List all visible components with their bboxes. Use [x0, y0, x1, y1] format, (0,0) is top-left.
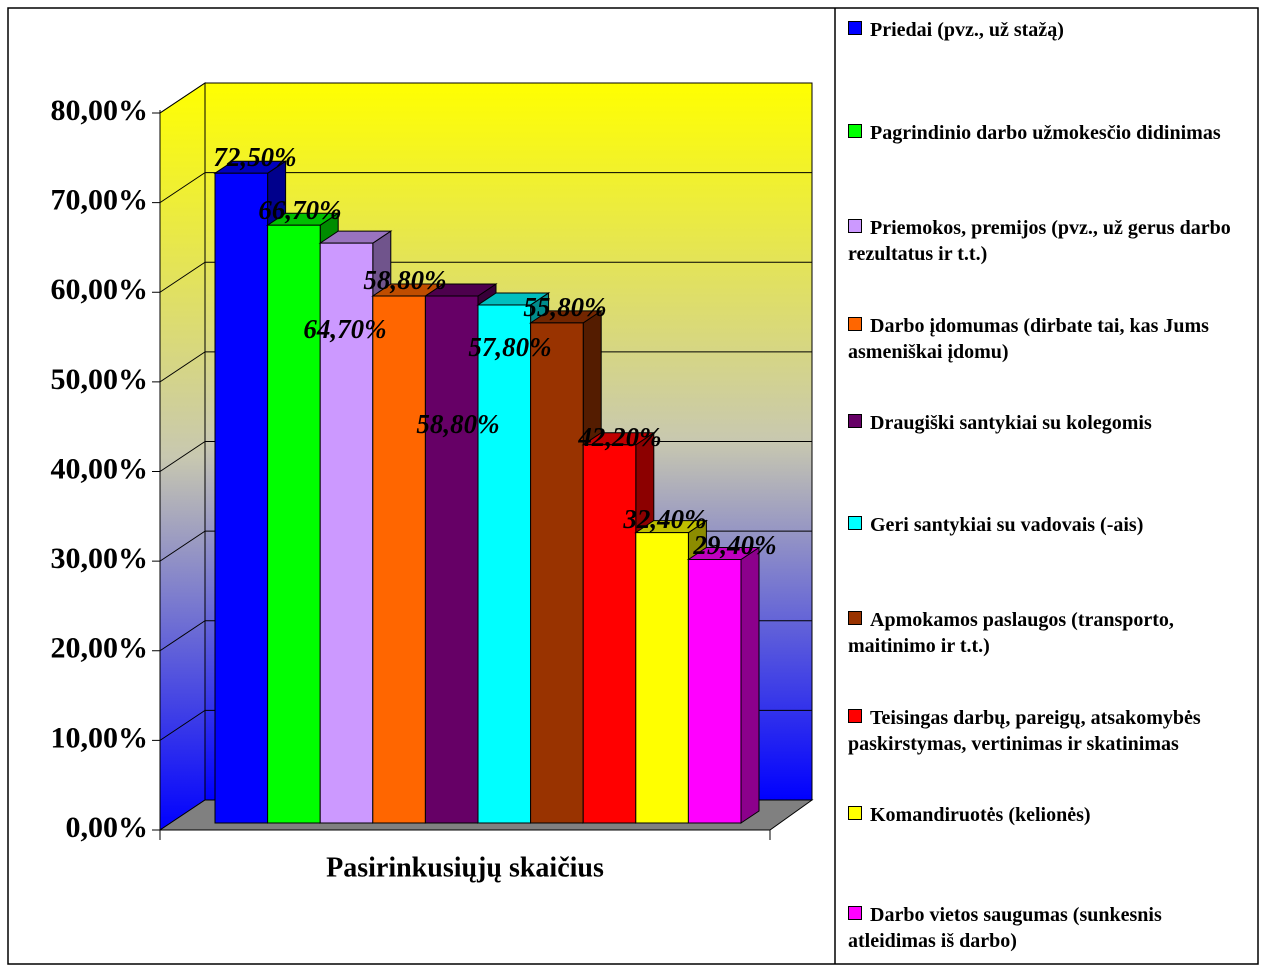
y-tick-label: 50,00% — [51, 363, 149, 396]
grid-line — [159, 709, 206, 741]
bar — [477, 304, 532, 824]
bar — [267, 224, 321, 824]
legend-label: Pagrindinio darbo užmokesčio didinimas — [870, 122, 1221, 144]
legend-swatch — [848, 611, 862, 625]
legend-label: Apmokamos paslaugos (transporto, maitini… — [848, 609, 1174, 657]
legend-swatch — [848, 806, 862, 820]
grid-line — [159, 530, 206, 562]
data-label: 57,80% — [468, 332, 551, 362]
legend-label: Geri santykiai su vadovais (-ais) — [870, 514, 1144, 536]
data-label: 72,50% — [213, 142, 296, 172]
grid-line — [159, 441, 206, 472]
legend-swatch — [848, 219, 862, 233]
legend-item: Geri santykiai su vadovais (-ais) — [848, 512, 1248, 538]
data-label: 58,80% — [363, 265, 446, 295]
legend-swatch — [848, 709, 862, 723]
legend-item: Teisingas darbų, pareigų, atsakomybės pa… — [848, 705, 1248, 757]
legend-label: Darbo įdomumas (dirbate tai, kas Jums as… — [848, 315, 1209, 363]
legend-swatch — [848, 124, 862, 138]
legend-swatch — [848, 906, 862, 920]
legend-label: Priedai (pvz., už stažą) — [870, 19, 1064, 41]
bar — [214, 172, 269, 824]
legend-swatch — [848, 414, 862, 428]
grid-line — [159, 351, 206, 383]
x-category-label: Pasirinkusiųjų skaičius — [326, 852, 604, 883]
legend-label: Teisingas darbų, pareigų, atsakomybės pa… — [848, 707, 1201, 755]
bar-side — [740, 546, 760, 824]
legend-swatch — [848, 516, 862, 530]
data-label: 42,20% — [577, 422, 661, 452]
grid-line — [159, 261, 206, 293]
legend-item: Komandiruotės (kelionės) — [848, 802, 1248, 828]
grid-line — [159, 172, 206, 204]
legend-item: Apmokamos paslaugos (transporto, maitini… — [848, 607, 1248, 659]
data-label: 66,70% — [258, 195, 341, 225]
y-tick-label: 10,00% — [51, 721, 149, 754]
legend-item: Darbo vietos saugumas (sunkesnis atleidi… — [848, 902, 1248, 954]
y-tick-label: 0,00% — [66, 811, 149, 844]
legend-item: Draugiški santykiai su kolegomis — [848, 410, 1248, 436]
bar — [635, 532, 689, 824]
y-tick-label: 80,00% — [51, 94, 149, 127]
data-label: 29,40% — [692, 530, 776, 560]
bar — [687, 559, 742, 824]
legend-label: Priemokos, premijos (pvz., už gerus darb… — [848, 217, 1231, 265]
y-tick-label: 40,00% — [51, 452, 149, 485]
data-label: 32,40% — [622, 504, 706, 534]
data-label: 64,70% — [303, 314, 386, 344]
legend-label: Komandiruotės (kelionės) — [870, 804, 1091, 826]
legend-label: Darbo vietos saugumas (sunkesnis atleidi… — [848, 904, 1162, 952]
bar — [319, 242, 374, 824]
legend-swatch — [848, 317, 862, 331]
legend-item: Priemokos, premijos (pvz., už gerus darb… — [848, 215, 1248, 267]
legend-item: Pagrindinio darbo užmokesčio didinimas — [848, 120, 1248, 146]
legend-label: Draugiški santykiai su kolegomis — [870, 412, 1152, 434]
frame — [7, 7, 1259, 965]
y-tick-label: 20,00% — [51, 632, 149, 665]
legend-item: Darbo įdomumas (dirbate tai, kas Jums as… — [848, 313, 1248, 365]
legend-swatch — [848, 21, 862, 35]
bar — [424, 295, 479, 824]
data-label: 58,80% — [416, 409, 499, 439]
grid-line — [159, 620, 206, 652]
legend-item: Priedai (pvz., už stažą) — [848, 17, 1248, 43]
bar — [372, 295, 426, 824]
bar — [530, 322, 584, 824]
data-label: 55,80% — [523, 292, 606, 322]
bar — [582, 444, 637, 824]
y-tick-label: 70,00% — [51, 184, 149, 217]
grid-line — [159, 82, 206, 114]
y-tick-label: 30,00% — [51, 542, 149, 575]
y-tick-label: 60,00% — [51, 273, 149, 306]
